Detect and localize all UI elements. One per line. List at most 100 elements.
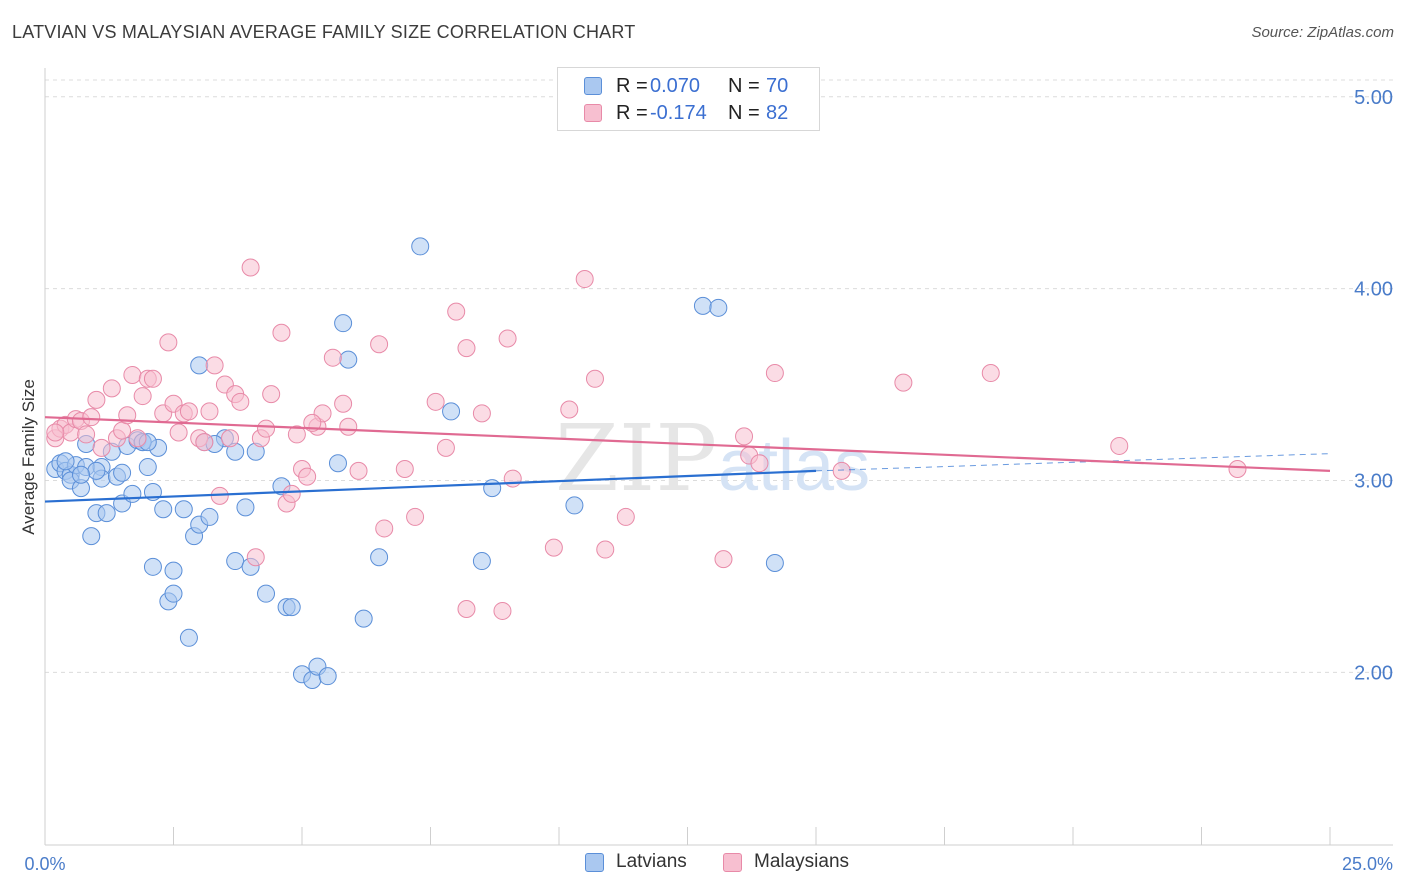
malaysians-legend-swatch bbox=[723, 852, 742, 872]
watermark-zip: ZIP bbox=[555, 405, 717, 512]
y-tick-label: 4.00 bbox=[1354, 279, 1393, 301]
legend-r-label: R = bbox=[616, 74, 648, 97]
malaysian-point bbox=[765, 364, 784, 383]
malaysian-point bbox=[262, 385, 281, 404]
latvian-point bbox=[328, 454, 347, 473]
malaysian-point bbox=[735, 427, 754, 446]
malaysian-point bbox=[560, 400, 579, 419]
correlation-legend: R = 0.070 N = 70 R = -0.174 N = 82 bbox=[557, 67, 820, 131]
malaysian-point bbox=[585, 369, 604, 388]
malaysians-legend-label: Malaysians bbox=[754, 851, 850, 872]
malaysian-point bbox=[205, 356, 224, 375]
malaysian-point bbox=[457, 600, 476, 619]
legend-r-value: -0.174 bbox=[650, 101, 707, 124]
y-tick-label: 5.00 bbox=[1354, 87, 1393, 109]
malaysian-point bbox=[1228, 459, 1247, 478]
malaysian-point bbox=[406, 507, 425, 526]
legend-row-malaysians: R = -0.174 N = 82 bbox=[584, 100, 788, 126]
source-label: Source: ZipAtlas.com bbox=[1251, 24, 1394, 41]
latvian-point bbox=[164, 561, 183, 580]
x-tick-label: 0.0% bbox=[24, 854, 65, 874]
y-axis-title: Average Family Size bbox=[19, 379, 38, 535]
malaysian-point bbox=[832, 461, 851, 480]
latvian-point bbox=[693, 296, 712, 315]
legend-n-label: N = bbox=[728, 101, 760, 124]
malaysian-point bbox=[981, 364, 1000, 383]
malaysian-point bbox=[493, 601, 512, 620]
malaysian-point bbox=[894, 373, 913, 392]
malaysians-trend-line bbox=[44, 416, 1331, 472]
latvian-point bbox=[113, 463, 132, 482]
latvians-trend-extension bbox=[815, 453, 1331, 472]
malaysian-point bbox=[272, 323, 291, 342]
latvian-point bbox=[370, 548, 389, 567]
legend-item-malaysians: Malaysians bbox=[723, 851, 849, 873]
malaysian-point bbox=[616, 507, 635, 526]
legend-n-label: N = bbox=[728, 74, 760, 97]
malaysian-point bbox=[544, 538, 563, 557]
malaysian-point bbox=[575, 270, 594, 289]
y-tick-label: 2.00 bbox=[1354, 662, 1393, 684]
latvian-point bbox=[56, 452, 75, 471]
malaysian-point bbox=[503, 469, 522, 488]
malaysian-point bbox=[102, 379, 121, 398]
malaysian-point bbox=[77, 425, 96, 444]
latvian-point bbox=[411, 237, 430, 256]
malaysian-point bbox=[159, 333, 178, 352]
latvian-point bbox=[442, 402, 461, 421]
latvian-point bbox=[123, 484, 142, 503]
latvian-point bbox=[154, 500, 173, 519]
malaysian-point bbox=[1110, 436, 1129, 455]
latvian-point bbox=[97, 504, 116, 523]
y-tick-label: 3.00 bbox=[1354, 470, 1393, 492]
malaysian-point bbox=[436, 438, 455, 457]
trend-lines bbox=[44, 416, 1331, 503]
malaysian-point bbox=[349, 461, 368, 480]
malaysian-point bbox=[231, 392, 250, 411]
latvians-legend-swatch bbox=[585, 852, 604, 872]
malaysian-point bbox=[472, 404, 491, 423]
malaysian-point bbox=[241, 258, 260, 277]
malaysian-point bbox=[287, 425, 306, 444]
watermark: ZIP atlas bbox=[555, 405, 870, 512]
malaysian-point bbox=[82, 408, 101, 427]
malaysian-point bbox=[426, 392, 445, 411]
latvian-point bbox=[138, 458, 157, 477]
latvian-point bbox=[164, 584, 183, 603]
axes bbox=[44, 68, 1393, 846]
legend-r-label: R = bbox=[616, 101, 648, 124]
gridlines bbox=[45, 79, 1393, 673]
latvian-point bbox=[257, 584, 276, 603]
malaysian-point bbox=[195, 433, 214, 452]
tick-labels: 2.00 3.00 4.00 5.00 0.0% 25.0% bbox=[24, 87, 1393, 874]
latvian-point bbox=[190, 356, 209, 375]
latvian-point bbox=[87, 461, 106, 480]
malaysian-point bbox=[375, 519, 394, 538]
malaysians-swatch bbox=[584, 104, 602, 122]
malaysian-point bbox=[179, 402, 198, 421]
malaysians-points bbox=[46, 258, 1247, 620]
malaysian-point bbox=[246, 548, 265, 567]
malaysian-point bbox=[334, 394, 353, 413]
malaysian-point bbox=[498, 329, 517, 348]
malaysian-point bbox=[370, 335, 389, 354]
latvian-point bbox=[174, 500, 193, 519]
latvian-point bbox=[82, 527, 101, 546]
latvian-point bbox=[483, 479, 502, 498]
malaysian-point bbox=[298, 467, 317, 486]
malaysian-point bbox=[339, 417, 358, 436]
latvians-trend-line bbox=[44, 469, 817, 503]
malaysian-point bbox=[143, 369, 162, 388]
latvian-point bbox=[226, 552, 245, 571]
legend-r-value: 0.070 bbox=[650, 74, 701, 97]
latvian-point bbox=[354, 609, 373, 628]
legend-row-latvians: R = 0.070 N = 70 bbox=[584, 73, 788, 99]
malaysian-point bbox=[395, 459, 414, 478]
malaysian-point bbox=[447, 302, 466, 321]
latvian-point bbox=[339, 350, 358, 369]
malaysian-point bbox=[323, 348, 342, 367]
malaysian-point bbox=[113, 421, 132, 440]
latvian-point bbox=[334, 314, 353, 333]
malaysian-point bbox=[133, 387, 152, 406]
malaysian-point bbox=[123, 365, 142, 384]
